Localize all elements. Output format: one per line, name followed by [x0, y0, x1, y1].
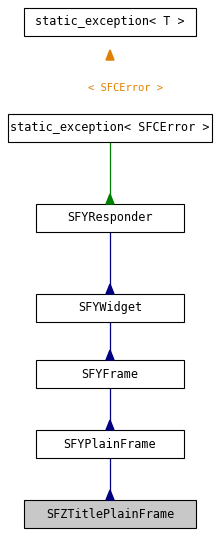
Polygon shape	[106, 490, 114, 500]
Bar	[24, 8, 196, 36]
Text: SFYResponder: SFYResponder	[67, 212, 153, 225]
Polygon shape	[106, 420, 114, 430]
Bar	[36, 430, 184, 458]
Bar	[24, 500, 196, 528]
Bar	[36, 360, 184, 388]
Polygon shape	[106, 350, 114, 360]
Bar	[36, 204, 184, 232]
Text: static_exception< T >: static_exception< T >	[35, 16, 185, 28]
Polygon shape	[106, 194, 114, 204]
Text: static_exception< SFCError >: static_exception< SFCError >	[10, 122, 210, 135]
Text: SFZTitlePlainFrame: SFZTitlePlainFrame	[46, 508, 174, 520]
Text: < SFCError >: < SFCError >	[88, 83, 162, 93]
Text: SFYWidget: SFYWidget	[78, 301, 142, 315]
Bar	[8, 114, 212, 142]
Text: SFYFrame: SFYFrame	[82, 368, 139, 381]
Bar	[36, 294, 184, 322]
Polygon shape	[106, 284, 114, 294]
Text: SFYPlainFrame: SFYPlainFrame	[64, 437, 156, 450]
Polygon shape	[106, 50, 114, 60]
